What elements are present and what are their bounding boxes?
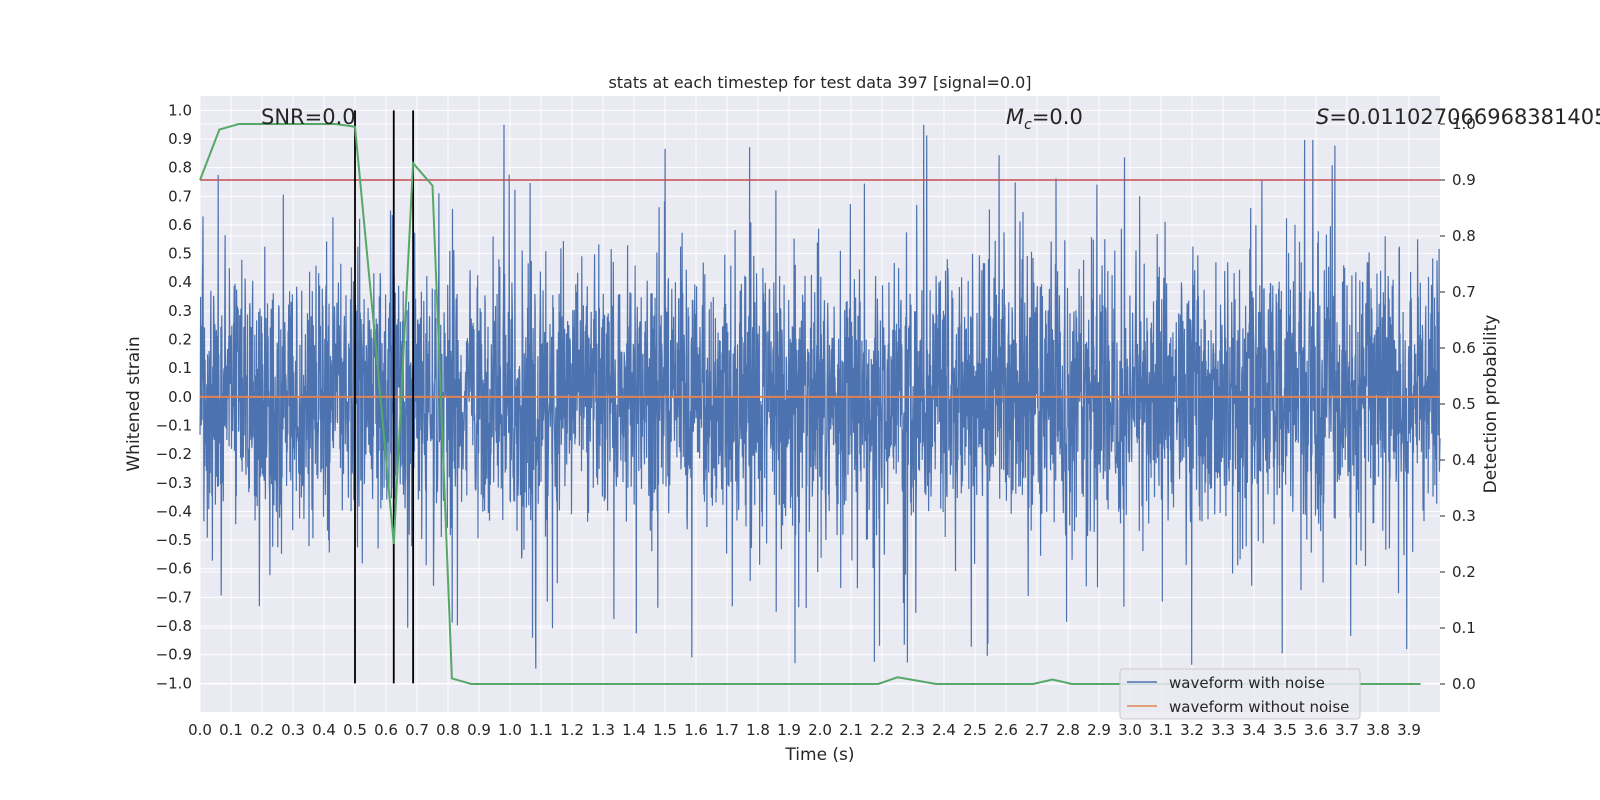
x-tick-label: 2.6 <box>994 721 1018 739</box>
x-tick-label: 2.2 <box>870 721 894 739</box>
x-tick-label: 2.1 <box>839 721 863 739</box>
y-left-tick-label: −0.3 <box>156 474 192 492</box>
y-axis-right-ticks: 0.0 0.1 0.2 0.3 0.4 0.5 0.6 0.7 0.8 0.9 1.0 <box>1440 115 1476 693</box>
x-tick-label: 3.1 <box>1149 721 1173 739</box>
x-tick-label: 2.8 <box>1056 721 1080 739</box>
y-right-tick-label: 0.8 <box>1452 227 1476 245</box>
x-tick-label: 1.9 <box>777 721 801 739</box>
y-left-tick-label: 0.2 <box>168 331 192 349</box>
series-waveform-with-noise <box>199 124 1441 669</box>
mc-symbol: M <box>1006 105 1024 129</box>
snr-annotation: SNR=0.0 <box>261 105 356 129</box>
x-tick-label: 3.7 <box>1335 721 1359 739</box>
legend-label-noise: waveform with noise <box>1169 674 1325 692</box>
s-value: =0.011027066968381405 <box>1329 105 1600 129</box>
x-tick-label: 0.8 <box>436 721 460 739</box>
x-tick-label: 0.6 <box>374 721 398 739</box>
y-left-tick-label: 0.3 <box>168 302 192 320</box>
x-tick-label: 0.2 <box>250 721 274 739</box>
legend-box <box>1119 668 1361 720</box>
x-tick-label: 0.3 <box>281 721 305 739</box>
series-detection-probability <box>199 123 1421 685</box>
x-tick-label: 0.7 <box>405 721 429 739</box>
x-tick-label: 0.5 <box>343 721 367 739</box>
x-tick-label: 2.9 <box>1087 721 1111 739</box>
y-right-tick-label: 0.5 <box>1452 395 1476 413</box>
x-tick-label: 1.6 <box>684 721 708 739</box>
x-tick-label: 1.7 <box>715 721 739 739</box>
x-tick-label: 2.5 <box>963 721 987 739</box>
y-left-tick-label: −0.8 <box>156 617 192 635</box>
x-tick-label: 0.1 <box>219 721 243 739</box>
y-left-tick-label: 1.0 <box>168 101 192 119</box>
y-left-tick-label: −0.9 <box>156 646 192 664</box>
mc-value: =0.0 <box>1032 105 1083 129</box>
y-left-tick-label: −0.4 <box>156 502 192 520</box>
x-tick-label: 1.5 <box>653 721 677 739</box>
y-right-tick-label: 0.7 <box>1452 283 1476 301</box>
y-left-tick-label: −0.1 <box>156 416 192 434</box>
x-tick-label: 2.7 <box>1025 721 1049 739</box>
y-left-tick-label: 0.9 <box>168 130 192 148</box>
x-tick-label: 3.0 <box>1118 721 1142 739</box>
y-left-tick-label: 0.0 <box>168 388 192 406</box>
x-tick-label: 3.6 <box>1304 721 1328 739</box>
x-tick-label: 0.4 <box>312 721 336 739</box>
y-left-tick-label: −0.6 <box>156 560 192 578</box>
x-tick-label: 1.8 <box>746 721 770 739</box>
x-tick-label: 1.2 <box>560 721 584 739</box>
x-tick-label: 1.3 <box>591 721 615 739</box>
s-symbol: S <box>1316 105 1329 129</box>
x-tick-label: 1.4 <box>622 721 646 739</box>
chirp-mass-annotation: Mc=0.0 <box>1006 105 1083 133</box>
y-left-tick-label: 0.7 <box>168 187 192 205</box>
legend-label-clean: waveform without noise <box>1169 698 1349 716</box>
x-tick-label: 1.0 <box>498 721 522 739</box>
legend: waveform with noise waveform without noi… <box>1119 668 1361 720</box>
mc-subscript: c <box>1024 117 1032 133</box>
y-right-tick-label: 1.0 <box>1452 115 1476 133</box>
chart-title: stats at each timestep for test data 397… <box>608 73 1031 92</box>
y-left-tick-label: 0.8 <box>168 159 192 177</box>
y-left-tick-label: −0.7 <box>156 588 192 606</box>
y-left-tick-label: −0.2 <box>156 445 192 463</box>
x-tick-label: 2.0 <box>808 721 832 739</box>
x-axis-ticks: 0.0 0.1 0.2 0.3 0.4 0.5 0.6 0.7 0.8 0.9 1.0 1.1 1.2 1… <box>188 721 1421 739</box>
x-tick-label: 2.4 <box>932 721 956 739</box>
y-axis-right-label: Detection probability <box>1481 315 1501 494</box>
y-left-tick-label: 0.5 <box>168 245 192 263</box>
x-tick-label: 3.4 <box>1242 721 1266 739</box>
x-axis-label: Time (s) <box>784 745 854 765</box>
x-tick-label: 2.3 <box>901 721 925 739</box>
y-left-tick-label: −1.0 <box>156 674 192 692</box>
y-right-tick-label: 0.2 <box>1452 563 1476 581</box>
x-tick-label: 3.3 <box>1211 721 1235 739</box>
x-tick-label: 3.5 <box>1273 721 1297 739</box>
x-tick-label: 0.0 <box>188 721 212 739</box>
y-left-tick-label: −0.5 <box>156 531 192 549</box>
y-axis-left-label: Whitened strain <box>124 336 144 471</box>
x-tick-label: 3.2 <box>1180 721 1204 739</box>
x-tick-label: 3.8 <box>1366 721 1390 739</box>
x-tick-label: 1.1 <box>529 721 553 739</box>
x-tick-label: 0.9 <box>467 721 491 739</box>
y-left-tick-label: 0.6 <box>168 216 192 234</box>
y-right-tick-label: 0.9 <box>1452 171 1476 189</box>
x-tick-label: 3.9 <box>1397 721 1421 739</box>
y-right-tick-label: 0.1 <box>1452 619 1476 637</box>
y-left-tick-label: 0.1 <box>168 359 192 377</box>
y-right-tick-label: 0.3 <box>1452 507 1476 525</box>
y-right-tick-label: 0.4 <box>1452 451 1476 469</box>
y-right-tick-label: 0.0 <box>1452 675 1476 693</box>
y-axis-left-ticks: 1.0 0.9 0.8 0.7 0.6 0.5 0.4 0.3 0.2 0.1 0.0 −0.1 −0.… <box>156 101 192 692</box>
y-left-tick-label: 0.4 <box>168 273 192 291</box>
series-layer <box>199 110 1441 685</box>
s-annotation: S=0.011027066968381405 <box>1316 105 1600 129</box>
y-right-tick-label: 0.6 <box>1452 339 1476 357</box>
